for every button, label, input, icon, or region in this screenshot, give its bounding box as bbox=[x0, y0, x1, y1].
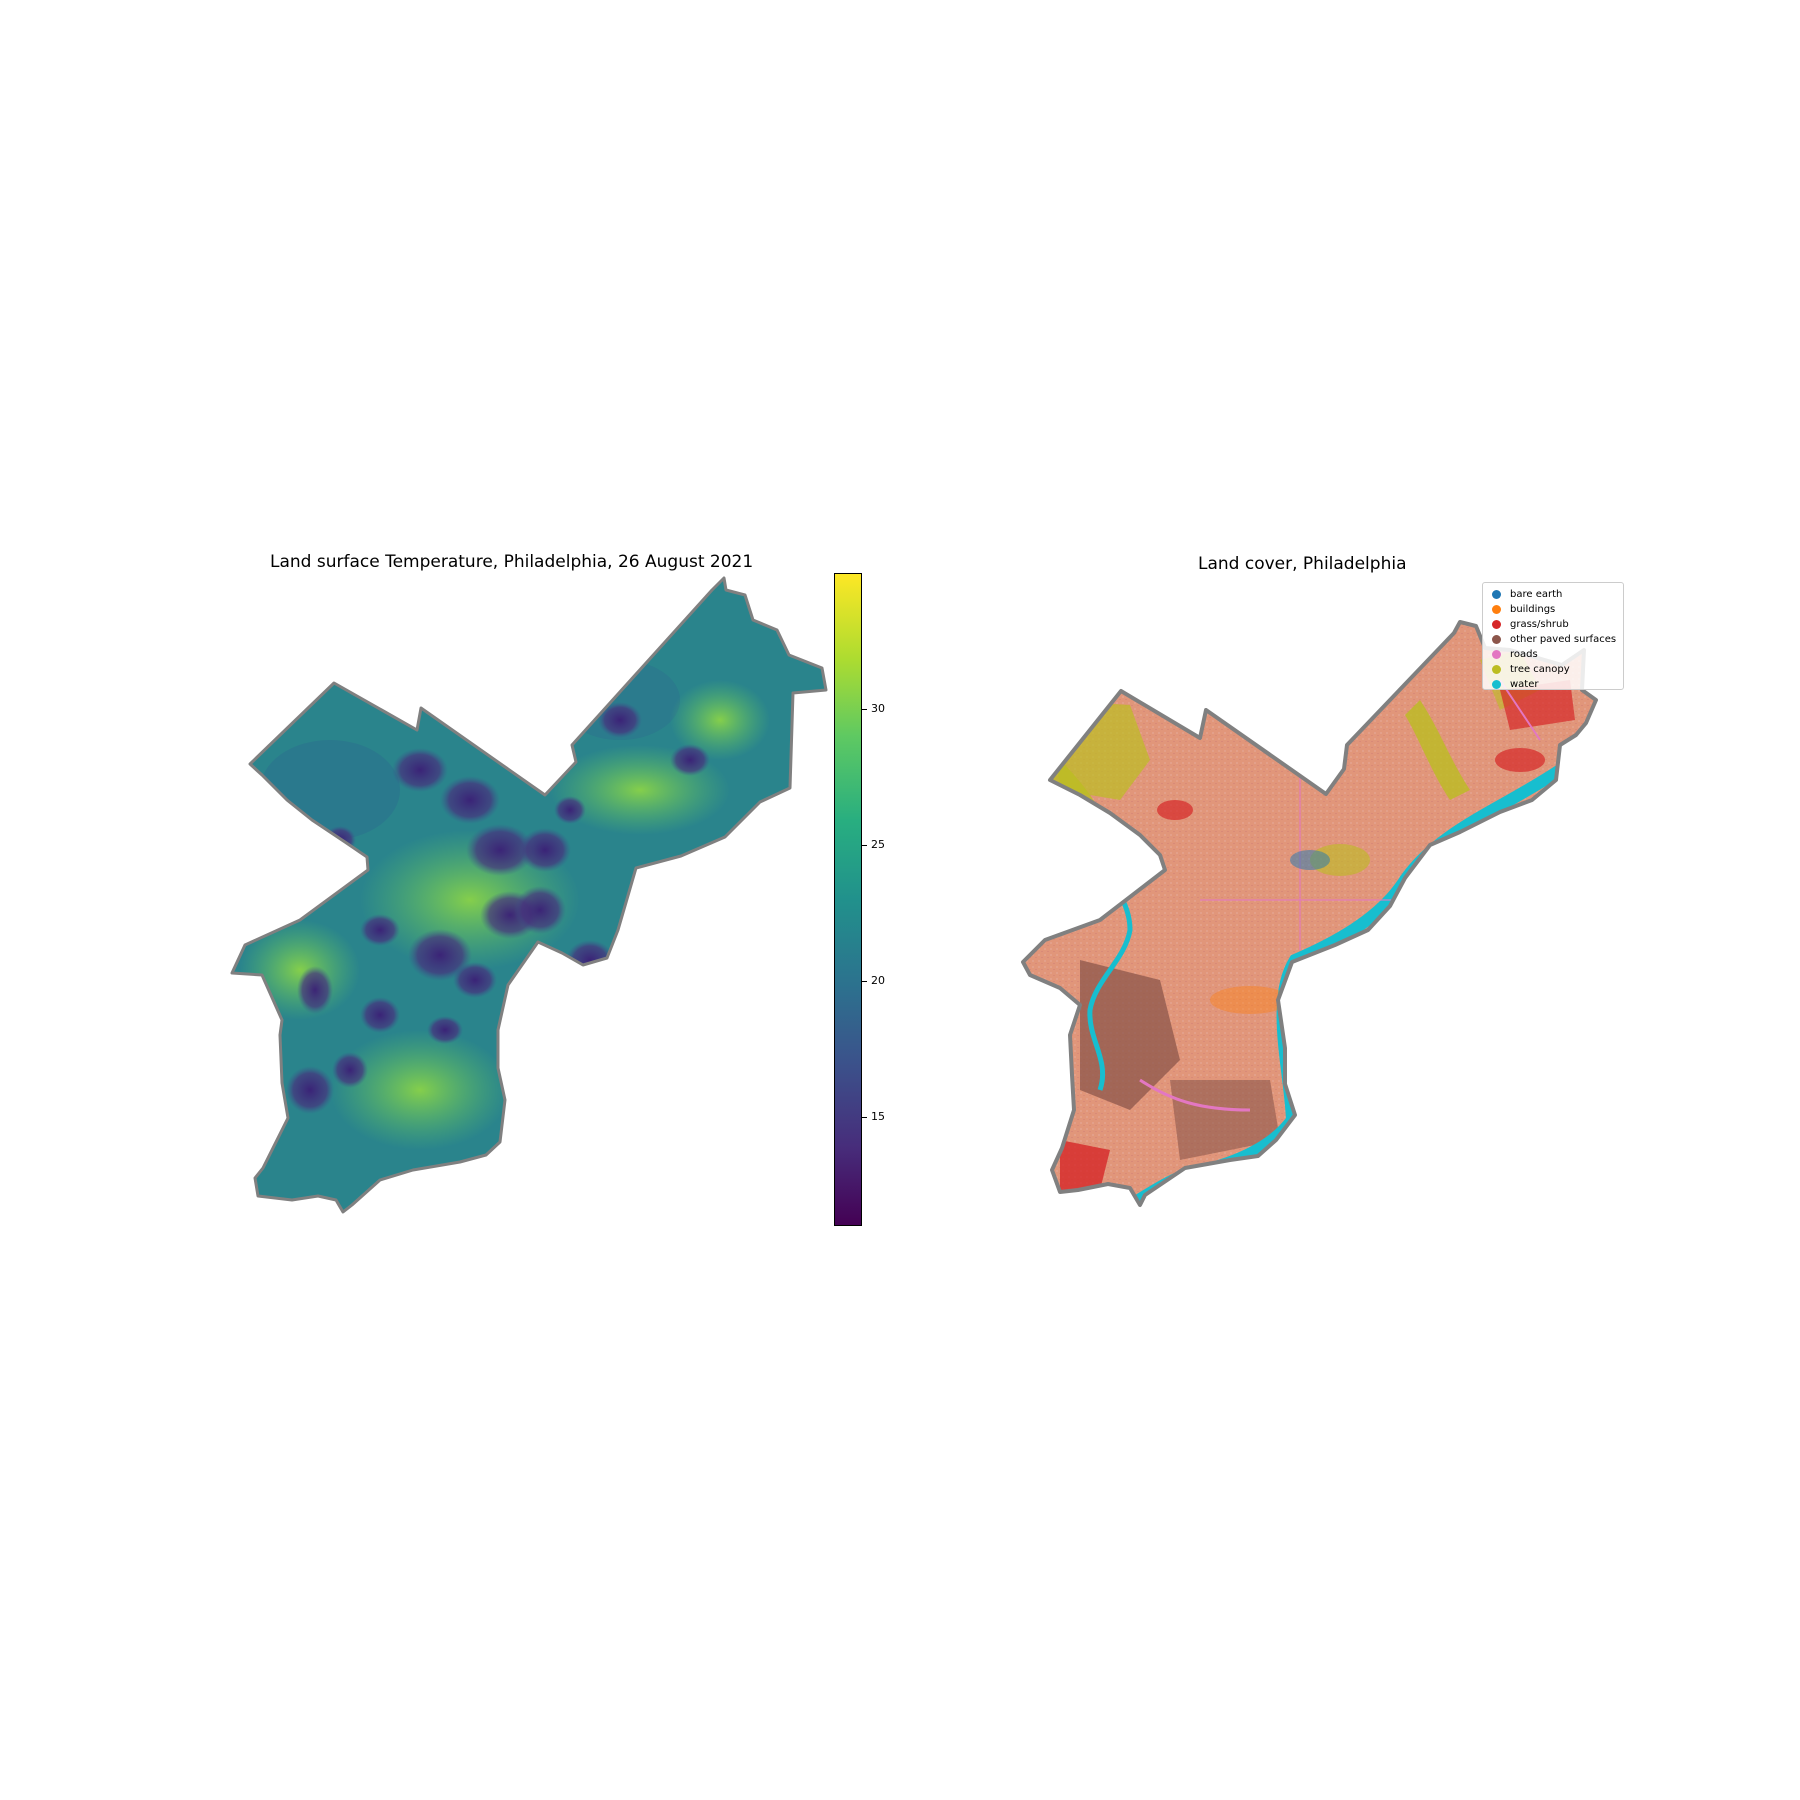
legend-label: grass/shrub bbox=[1510, 619, 1569, 630]
legend-item: bare earth bbox=[1489, 587, 1617, 602]
legend-label: roads bbox=[1510, 649, 1538, 660]
legend-marker bbox=[1492, 635, 1501, 644]
legend-marker bbox=[1492, 590, 1501, 599]
legend-marker bbox=[1492, 665, 1501, 674]
legend-marker bbox=[1492, 680, 1501, 689]
colorbar-tick-label: 20 bbox=[871, 974, 885, 988]
legend-label: bare earth bbox=[1510, 589, 1563, 600]
legend-label: buildings bbox=[1510, 604, 1556, 615]
temperature-city-boundary bbox=[230, 576, 828, 1214]
colorbar-tick bbox=[862, 845, 867, 847]
legend-item: roads bbox=[1489, 647, 1617, 662]
landcover-raster bbox=[1023, 622, 1596, 1205]
landcover-legend: bare earth buildings grass/shrub other p… bbox=[1482, 582, 1624, 690]
colorbar-tick-label: 30 bbox=[871, 702, 885, 716]
legend-item: buildings bbox=[1489, 602, 1617, 617]
legend-item: tree canopy bbox=[1489, 662, 1617, 677]
temperature-colorbar bbox=[834, 573, 862, 1226]
colorbar-tick-label: 25 bbox=[871, 838, 885, 852]
temperature-map-title: Land surface Temperature, Philadelphia, … bbox=[270, 552, 754, 572]
legend-marker bbox=[1492, 605, 1501, 614]
colorbar-tick bbox=[862, 709, 867, 711]
legend-marker bbox=[1492, 620, 1501, 629]
legend-label: tree canopy bbox=[1510, 664, 1570, 675]
legend-item: water bbox=[1489, 677, 1617, 692]
legend-marker bbox=[1492, 650, 1501, 659]
colorbar-tick bbox=[862, 1117, 867, 1119]
legend-item: grass/shrub bbox=[1489, 617, 1617, 632]
colorbar-tick bbox=[862, 981, 867, 983]
landcover-map-title: Land cover, Philadelphia bbox=[1198, 554, 1407, 574]
colorbar-tick-label: 15 bbox=[871, 1110, 885, 1124]
legend-label: other paved surfaces bbox=[1510, 634, 1617, 645]
legend-item: other paved surfaces bbox=[1489, 632, 1617, 647]
legend-label: water bbox=[1510, 679, 1539, 690]
